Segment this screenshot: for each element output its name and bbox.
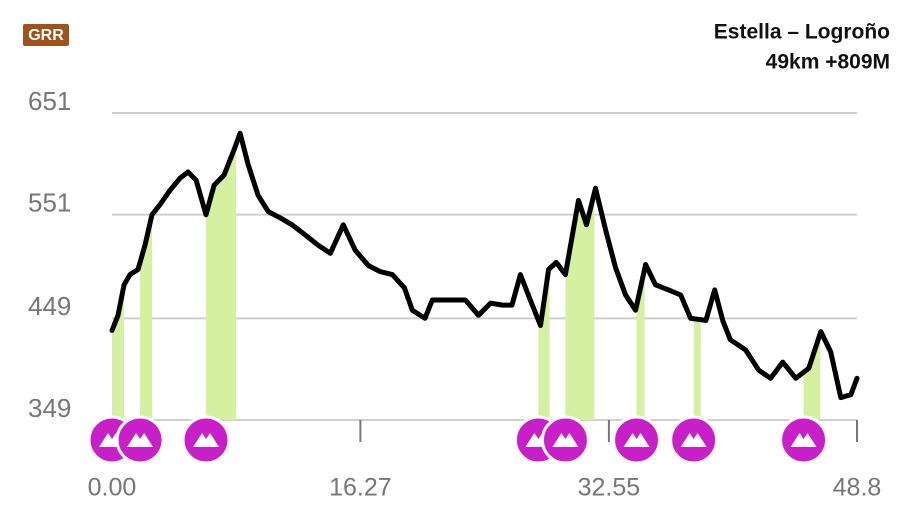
climb-area <box>206 144 237 421</box>
elevation-line <box>109 130 860 401</box>
climb-area <box>140 214 152 420</box>
climb-icon <box>115 415 165 465</box>
climb-icon <box>181 415 231 465</box>
logo-badge <box>23 24 69 46</box>
climb-area <box>693 318 701 420</box>
x-tick-label: 48.8 <box>833 474 882 502</box>
climb-icon <box>612 415 662 465</box>
climb-icon-mountain <box>790 433 817 447</box>
climb-area <box>538 268 550 420</box>
x-tick-label: 16.27 <box>329 474 392 502</box>
climb-area <box>112 284 125 420</box>
y-tick-label: 449 <box>28 291 71 321</box>
climb-icon-mountain <box>127 433 154 447</box>
y-tick-label: 551 <box>28 188 71 218</box>
y-tick-label: 349 <box>28 393 71 423</box>
chart-title: Estella – Logroño <box>714 21 890 44</box>
climb-icon <box>540 415 590 465</box>
y-tick-label: 651 <box>28 86 71 116</box>
climb-icon <box>779 415 829 465</box>
climb-area <box>803 332 821 420</box>
x-tick-label: 0.00 <box>88 474 137 502</box>
climb-icon-mountain <box>193 433 220 447</box>
climb-icon-mountain <box>680 433 707 447</box>
x-tick-label: 32.55 <box>578 474 641 502</box>
climb-icon-mountain <box>623 433 650 447</box>
climb-area <box>565 192 595 420</box>
logo: GRR <box>28 27 64 44</box>
climb-icon-mountain <box>552 433 579 447</box>
climb-icon <box>669 415 719 465</box>
chart-subtitle: 49km +809M <box>766 51 890 74</box>
